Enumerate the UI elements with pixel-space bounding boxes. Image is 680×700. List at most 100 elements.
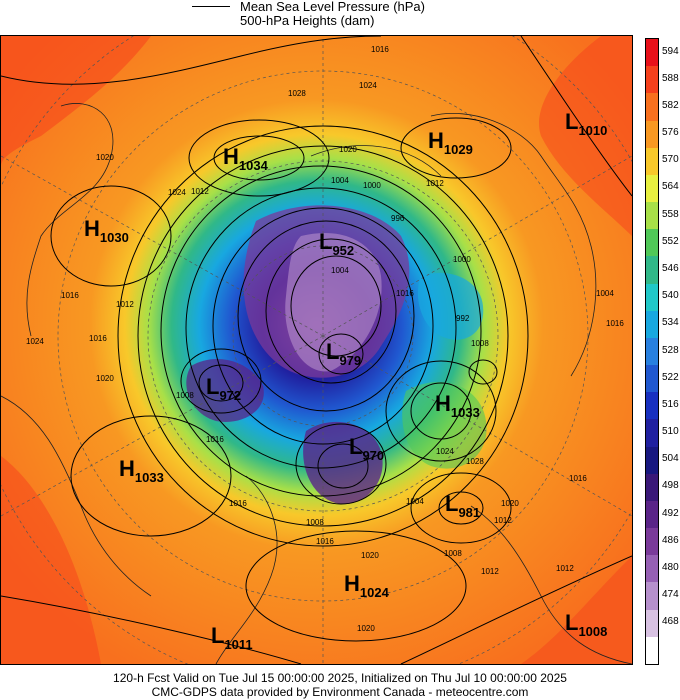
pressure-centers: H1034 H1029 L1010 H1030 L952 L979 L972 H1033 L97… (84, 109, 607, 652)
isobar-value-label: 1016 (206, 435, 224, 444)
footer: 120-h Fcst Valid on Tue Jul 15 00:00:00 … (0, 670, 680, 700)
meridians (1, 36, 632, 664)
weather-map: H1034 H1029 L1010 H1030 L952 L979 L972 H1033 L97… (0, 35, 633, 665)
warm-zone-sw (1, 456, 101, 664)
low-pressure-center: L1010 (565, 109, 607, 138)
isobar-value-label: 1000 (453, 255, 471, 264)
colorbar-segment (646, 636, 658, 665)
colorbar-tick-label: 540 (662, 290, 679, 302)
isobar-value-label: 1020 (501, 499, 519, 508)
isobar-value-label: 1020 (339, 145, 357, 154)
colorbar-segment (646, 609, 658, 638)
isobar-value-label: 1016 (229, 499, 247, 508)
low-pressure-center: L1011 (211, 623, 253, 652)
data-credit-text: CMC-GDPS data provided by Environment Ca… (151, 685, 529, 699)
isobar-value-label: 1000 (363, 181, 381, 190)
colorbar-tick-label: 528 (662, 344, 679, 356)
high-pressure-center: H1034 (223, 144, 269, 173)
isobar-value-label: 1012 (481, 567, 499, 576)
isobar-value-label: 1004 (596, 289, 614, 298)
warm-zone-se (521, 556, 632, 664)
warm-zone-ne (539, 36, 632, 236)
high-pressure-center: H1024 (344, 571, 390, 600)
isobar-value-label: 1004 (331, 176, 349, 185)
low-pressure-center: L970 (349, 434, 384, 463)
colorbar-tick-label: 516 (662, 398, 679, 410)
colorbar-segment (646, 528, 658, 556)
mslp-legend-line-swatch (192, 6, 230, 7)
colorbar-segment (646, 582, 658, 611)
high-pressure-center: H1029 (428, 128, 473, 157)
low-pressure-center: L1008 (565, 610, 607, 639)
ridge-east-green (402, 382, 487, 469)
isobar-value-label: 996 (391, 214, 405, 223)
isobars (1, 36, 632, 664)
colorbar-tick-label: 546 (662, 262, 679, 274)
colorbar-segment (646, 392, 658, 420)
isobar-value-label: 1024 (168, 188, 186, 197)
colorbar-segment (646, 555, 658, 583)
isobar-value-label: 1020 (357, 624, 375, 633)
colorbar-segment (646, 66, 658, 94)
heights-legend-label: 500-hPa Heights (dam) (240, 13, 375, 28)
colorbar-segment (646, 93, 658, 122)
legend: Mean Sea Level Pressure (hPa) 500-hPa He… (0, 0, 680, 34)
colorbar-tick-label: 558 (662, 208, 679, 220)
vortex-lobe-south (303, 421, 383, 505)
colorbar-segment (646, 283, 658, 312)
isobar-value-label: 1024 (359, 81, 377, 90)
colorbar-segment (646, 229, 658, 257)
colorbar-tick-label: 504 (662, 453, 679, 465)
colorbar-segment (646, 365, 658, 393)
low-pressure-center: L952 (319, 229, 354, 258)
isobar-value-label: 1020 (361, 551, 379, 560)
isobar-value-label: 1008 (176, 391, 194, 400)
colorbar-segment (646, 256, 658, 285)
isobar-value-label: 1024 (26, 337, 44, 346)
colorbar-segment (646, 310, 658, 339)
colorbar-tick-label: 588 (662, 72, 679, 84)
vortex-center (285, 232, 382, 372)
isobar-value-label: 1016 (61, 291, 79, 300)
colorbar-segment (646, 500, 658, 529)
low-pressure-center: L972 (206, 374, 241, 403)
colorbar-tick-label: 582 (662, 99, 679, 111)
isobar-value-label: 1012 (494, 516, 512, 525)
isobar-value-label: 992 (456, 314, 470, 323)
isobar-value-label: 1008 (306, 518, 324, 527)
forecast-valid-text: 120-h Fcst Valid on Tue Jul 15 00:00:00 … (113, 671, 567, 685)
isobar-value-label: 1016 (89, 334, 107, 343)
isobar-value-label: 1016 (371, 45, 389, 54)
isobar-value-label: 1008 (444, 549, 462, 558)
colorbar-tick-label: 564 (662, 181, 679, 193)
colorbar-tick-label: 570 (662, 154, 679, 166)
isobar-value-label: 1016 (569, 474, 587, 483)
colorbar-tick-label: 522 (662, 371, 679, 383)
isobar-value-label: 1004 (406, 497, 424, 506)
colorbar-tick-label: 576 (662, 127, 679, 139)
high-pressure-center: H1033 (119, 456, 164, 485)
isobar-value-label: 1016 (606, 319, 624, 328)
colorbar-tick-label: 594 (662, 45, 679, 57)
low-pressure-center: L981 (445, 491, 480, 520)
colorbar-segment (646, 39, 658, 67)
colorbar-segment (646, 446, 658, 475)
colorbar-segment (646, 120, 658, 149)
isobar-value-label: 1008 (471, 339, 489, 348)
colorbar-segment (646, 473, 658, 502)
low-pressure-center: L979 (326, 339, 361, 368)
trough-east (417, 272, 484, 340)
colorbar-tick-label: 534 (662, 317, 679, 329)
isobar-value-label: 1020 (96, 374, 114, 383)
colorbar-tick-label: 510 (662, 426, 679, 438)
colorbar-tick-label: 480 (662, 561, 679, 573)
isobar-value-label: 1024 (436, 447, 454, 456)
colorbar-segment (646, 202, 658, 230)
colorbar-tick-label: 492 (662, 507, 679, 519)
isobar-value-label: 1028 (466, 457, 484, 466)
colorbar-segment (646, 174, 658, 203)
colorbar-segment (646, 147, 658, 176)
isobar-value-label: 1004 (331, 266, 349, 275)
high-pressure-center: H1030 (84, 216, 129, 245)
warm-zone-nw (1, 36, 151, 166)
